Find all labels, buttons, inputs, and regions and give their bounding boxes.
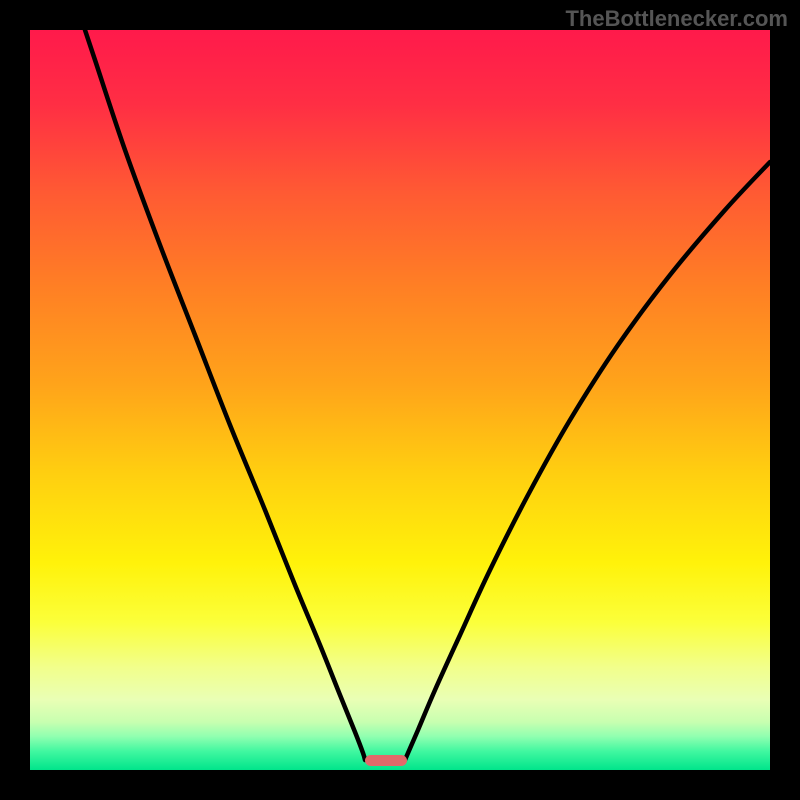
bottleneck-chart [30,30,770,770]
chart-background [30,30,770,770]
watermark-text: TheBottlenecker.com [565,6,788,32]
optimal-marker [365,755,407,766]
